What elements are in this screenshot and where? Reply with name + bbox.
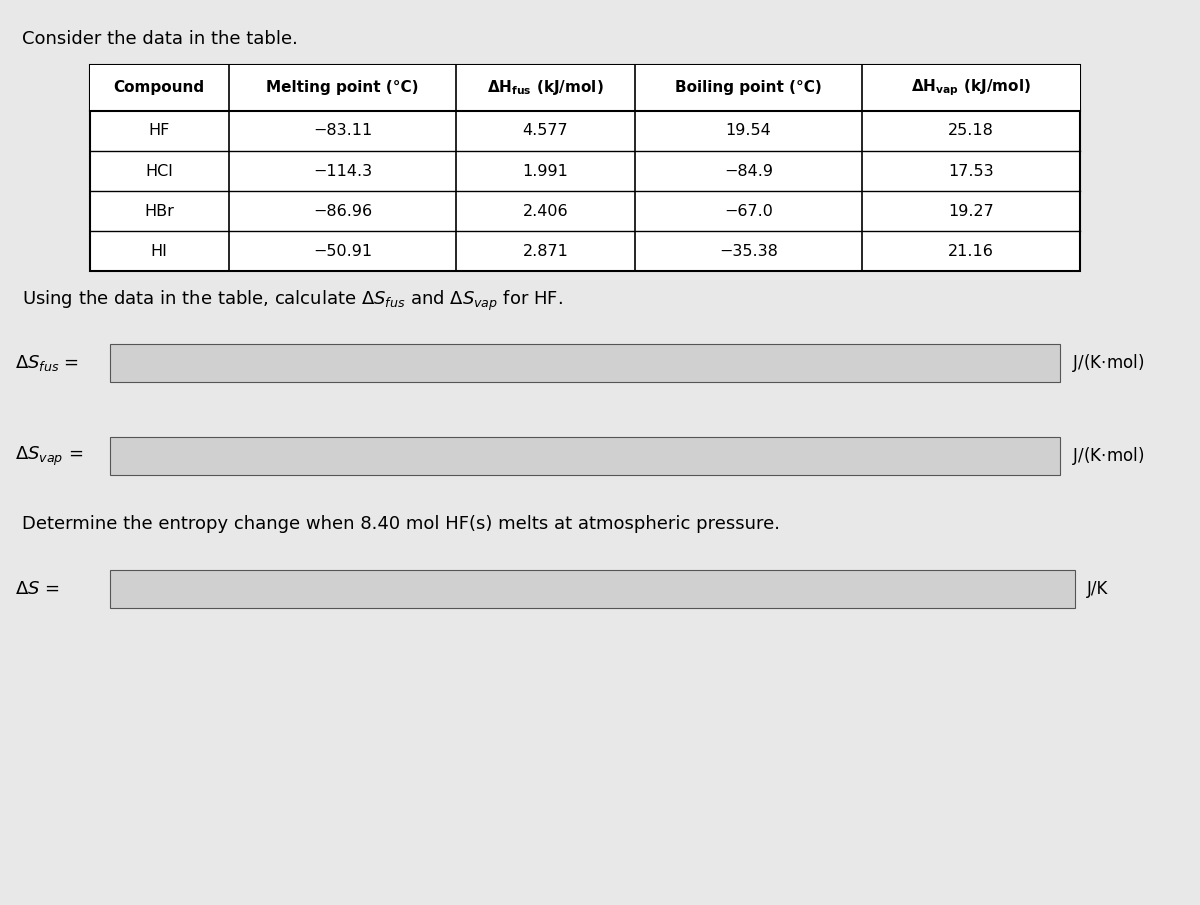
Text: −67.0: −67.0 [724, 204, 773, 218]
Text: 17.53: 17.53 [948, 164, 994, 178]
Text: −84.9: −84.9 [724, 164, 773, 178]
Text: 19.27: 19.27 [948, 204, 994, 218]
Text: Boiling point (°C): Boiling point (°C) [674, 81, 822, 96]
Bar [110, 570, 1075, 608]
Bar [110, 437, 1060, 475]
Text: J/K: J/K [1087, 580, 1109, 598]
Text: $\mathbf{\Delta H_{vap}}$ (kJ/mol): $\mathbf{\Delta H_{vap}}$ (kJ/mol) [911, 78, 1031, 99]
Text: $\Delta S_{vap}$ =: $\Delta S_{vap}$ = [14, 444, 83, 468]
Text: Compound: Compound [114, 81, 205, 96]
Text: J/(K$\cdot$mol): J/(K$\cdot$mol) [1072, 352, 1144, 374]
Text: HI: HI [151, 243, 168, 259]
Text: −35.38: −35.38 [719, 243, 778, 259]
Text: Melting point (°C): Melting point (°C) [266, 81, 419, 96]
Text: $\Delta S$ =: $\Delta S$ = [14, 580, 60, 598]
Text: 25.18: 25.18 [948, 123, 994, 138]
Text: Consider the data in the table.: Consider the data in the table. [22, 30, 298, 48]
Text: $\Delta S_{fus}$ =: $\Delta S_{fus}$ = [14, 353, 79, 373]
Bar [90, 65, 1080, 111]
Text: 1.991: 1.991 [522, 164, 569, 178]
Text: −86.96: −86.96 [313, 204, 372, 218]
Text: HCl: HCl [145, 164, 173, 178]
Text: Using the data in the table, calculate $\Delta S_{fus}$ and $\Delta S_{vap}$ for: Using the data in the table, calculate $… [22, 289, 563, 313]
Text: HBr: HBr [144, 204, 174, 218]
Text: HF: HF [149, 123, 170, 138]
Text: 2.406: 2.406 [522, 204, 569, 218]
Text: 4.577: 4.577 [522, 123, 569, 138]
Text: $\mathbf{\Delta H_{fus}}$ (kJ/mol): $\mathbf{\Delta H_{fus}}$ (kJ/mol) [487, 79, 604, 98]
Text: 21.16: 21.16 [948, 243, 994, 259]
Bar [110, 344, 1060, 382]
Text: −83.11: −83.11 [313, 123, 372, 138]
Text: −50.91: −50.91 [313, 243, 372, 259]
Text: J/(K$\cdot$mol): J/(K$\cdot$mol) [1072, 445, 1144, 467]
Text: 19.54: 19.54 [726, 123, 772, 138]
Bar [90, 65, 1080, 271]
Text: 2.871: 2.871 [522, 243, 569, 259]
Text: −114.3: −114.3 [313, 164, 372, 178]
Text: Determine the entropy change when 8.40 mol HF(s) melts at atmospheric pressure.: Determine the entropy change when 8.40 m… [22, 515, 780, 533]
